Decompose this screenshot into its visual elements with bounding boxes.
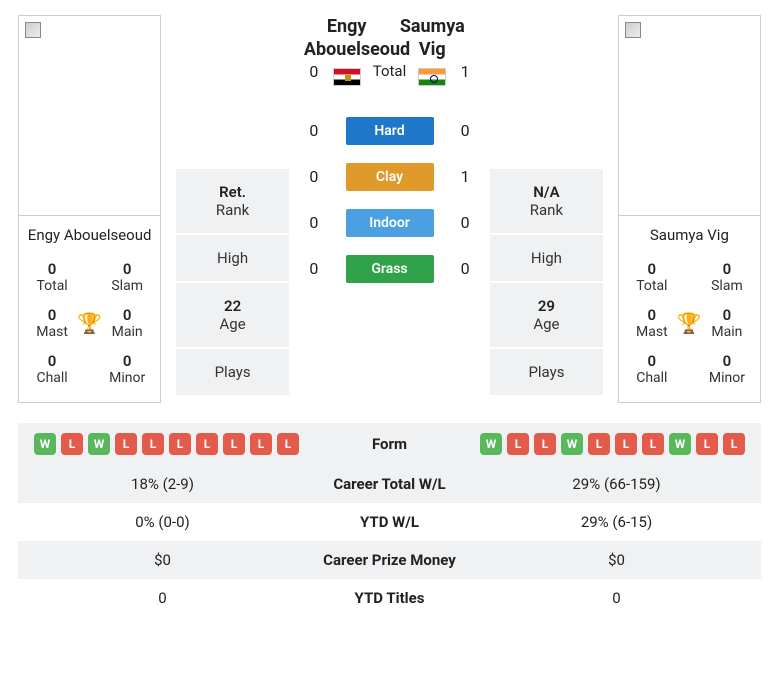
form-chip-loss[interactable]: L — [615, 433, 637, 455]
surface-pill[interactable]: Hard — [346, 117, 434, 145]
form-chip-loss[interactable]: L — [696, 433, 718, 455]
compare-right: 0 — [472, 579, 761, 617]
player1-stats: 0Total 0Slam 0Mast 🏆 0Main 0Chall 0Minor — [19, 254, 160, 402]
form-chip-loss[interactable]: L — [507, 433, 529, 455]
player2-name[interactable]: Saumya Vig — [619, 216, 760, 254]
form-right: WLLWLLLWLL — [480, 433, 753, 455]
h2h-left-num: 0 — [304, 259, 324, 278]
compare-right: $0 — [472, 541, 761, 579]
h2h-left-num: 0 — [304, 213, 324, 232]
form-chip-loss[interactable]: L — [534, 433, 556, 455]
h2h-surface-row: 0 Grass 0 — [304, 255, 475, 283]
surface-rows: 0 Hard 0 0 Clay 1 0 Indoor 0 0 Grass 0 — [304, 117, 475, 301]
h2h-right-num: 0 — [455, 213, 475, 232]
player1-card: Engy Abouelseoud 0Total 0Slam 0Mast 🏆 0M… — [18, 15, 161, 403]
form-chip-loss[interactable]: L — [588, 433, 610, 455]
compare-row: 0% (0-0)YTD W/L29% (6-15) — [18, 503, 761, 541]
h2h-left-num: 0 — [304, 121, 324, 140]
h2h-total-row: 0 Total 1 — [304, 62, 475, 81]
compare-right: 29% (6-15) — [472, 503, 761, 541]
form-label: Form — [307, 423, 472, 465]
form-chip-loss[interactable]: L — [223, 433, 245, 455]
compare-label: YTD Titles — [307, 579, 472, 617]
compare-table: WLWLLLLLLL Form WLLWLLLWLL 18% (2-9)Care… — [18, 423, 761, 617]
flag-egypt-icon — [333, 68, 361, 86]
form-chip-win[interactable]: W — [88, 433, 110, 455]
surface-pill[interactable]: Grass — [346, 255, 434, 283]
form-chip-loss[interactable]: L — [277, 433, 299, 455]
form-chip-loss[interactable]: L — [642, 433, 664, 455]
compare-row: 18% (2-9)Career Total W/L29% (66-159) — [18, 465, 761, 503]
player1-image — [19, 16, 160, 216]
h2h-center: Engy Abouelseoud Saumya Vig 0 Total 1 0 H… — [304, 15, 475, 403]
form-left: WLWLLLLLLL — [26, 433, 299, 455]
form-chip-loss[interactable]: L — [115, 433, 137, 455]
player2-stats: 0Total 0Slam 0Mast 🏆 0Main 0Chall 0Minor — [619, 254, 760, 402]
h2h-right-num: 0 — [455, 121, 475, 140]
form-chip-win[interactable]: W — [669, 433, 691, 455]
form-chip-win[interactable]: W — [480, 433, 502, 455]
compare-row: $0Career Prize Money$0 — [18, 541, 761, 579]
form-chip-loss[interactable]: L — [61, 433, 83, 455]
h2h-right-num: 1 — [455, 167, 475, 186]
h2h-right-num: 0 — [455, 259, 475, 278]
compare-row: 0YTD Titles0 — [18, 579, 761, 617]
form-chip-loss[interactable]: L — [169, 433, 191, 455]
player1-info: Ret.Rank High 22Age Plays — [176, 169, 289, 403]
broken-image-icon — [25, 22, 41, 38]
broken-image-icon — [625, 22, 641, 38]
trophy-icon: 🏆 — [677, 311, 702, 335]
compare-label: Career Total W/L — [307, 465, 472, 503]
player2-image — [619, 16, 760, 216]
center-name-1[interactable]: Engy Abouelseoud — [304, 15, 390, 62]
form-chip-win[interactable]: W — [34, 433, 56, 455]
player1-name[interactable]: Engy Abouelseoud — [19, 216, 160, 254]
h2h-left-num: 0 — [304, 167, 324, 186]
top-row: Engy Abouelseoud 0Total 0Slam 0Mast 🏆 0M… — [18, 15, 761, 403]
player2-info: N/ARank High 29Age Plays — [490, 169, 603, 403]
compare-left: 0% (0-0) — [18, 503, 307, 541]
form-chip-loss[interactable]: L — [723, 433, 745, 455]
form-chip-loss[interactable]: L — [196, 433, 218, 455]
surface-pill[interactable]: Clay — [346, 163, 434, 191]
h2h-surface-row: 0 Clay 1 — [304, 163, 475, 191]
compare-label: YTD W/L — [307, 503, 472, 541]
compare-left: 0 — [18, 579, 307, 617]
h2h-surface-row: 0 Indoor 0 — [304, 209, 475, 237]
form-row: WLWLLLLLLL Form WLLWLLLWLL — [18, 423, 761, 465]
surface-pill[interactable]: Indoor — [346, 209, 434, 237]
trophy-icon: 🏆 — [77, 311, 102, 335]
flag-india-icon — [418, 68, 446, 86]
compare-label: Career Prize Money — [307, 541, 472, 579]
player2-card: Saumya Vig 0Total 0Slam 0Mast 🏆 0Main 0C… — [618, 15, 761, 403]
form-chip-loss[interactable]: L — [142, 433, 164, 455]
h2h-surface-row: 0 Hard 0 — [304, 117, 475, 145]
center-name-2[interactable]: Saumya Vig — [390, 15, 476, 62]
compare-left: 18% (2-9) — [18, 465, 307, 503]
compare-right: 29% (66-159) — [472, 465, 761, 503]
form-chip-win[interactable]: W — [561, 433, 583, 455]
compare-left: $0 — [18, 541, 307, 579]
form-chip-loss[interactable]: L — [250, 433, 272, 455]
